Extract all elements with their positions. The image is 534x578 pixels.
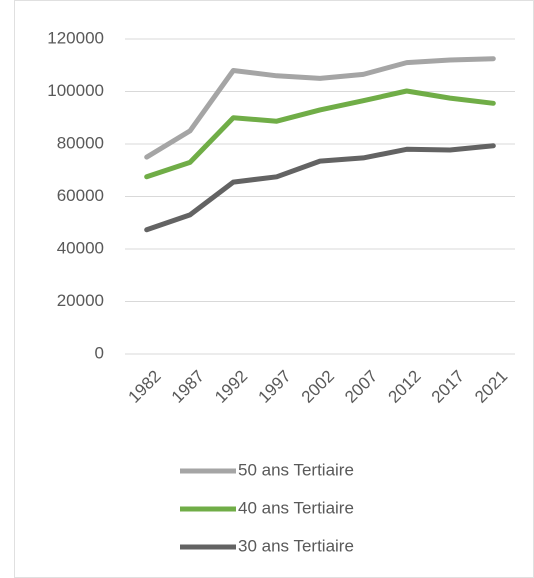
y-tick-label: 20000 bbox=[57, 291, 104, 310]
y-tick-label: 60000 bbox=[57, 186, 104, 205]
series-line bbox=[144, 143, 496, 233]
series-line bbox=[144, 88, 496, 180]
y-tick-label: 100000 bbox=[47, 81, 104, 100]
legend-label: 40 ans Tertiaire bbox=[238, 498, 354, 517]
y-tick-label: 40000 bbox=[57, 238, 104, 257]
y-tick-label: 0 bbox=[95, 343, 104, 362]
y-tick-label: 120000 bbox=[47, 28, 104, 47]
legend-label: 50 ans Tertiaire bbox=[238, 460, 354, 479]
legend-label: 30 ans Tertiaire bbox=[238, 536, 354, 555]
y-tick-label: 80000 bbox=[57, 133, 104, 152]
series-line bbox=[144, 56, 496, 160]
